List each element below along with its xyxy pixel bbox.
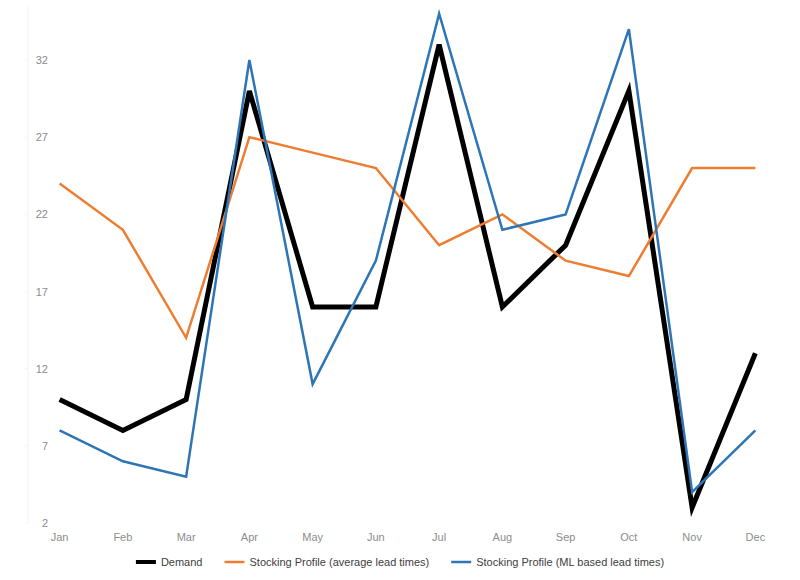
x-tick-label: Sep <box>556 531 576 543</box>
legend-item: Stocking Profile (ML based lead times) <box>451 556 664 568</box>
y-tick <box>25 137 28 138</box>
y-tick <box>25 523 28 524</box>
legend-swatch <box>225 561 245 564</box>
x-tick-label: Apr <box>241 531 258 543</box>
x-tick-label: Aug <box>493 531 513 543</box>
legend: Demand Stocking Profile (average lead tim… <box>136 556 664 568</box>
legend-swatch <box>136 560 156 564</box>
background <box>0 0 800 580</box>
y-tick-label: 27 <box>36 131 48 143</box>
y-tick-label: 22 <box>36 208 48 220</box>
series-line <box>60 45 756 508</box>
series-line <box>60 137 756 338</box>
x-tick-label: Mar <box>177 531 196 543</box>
y-tick <box>25 291 28 292</box>
x-tick-label: Jul <box>432 531 446 543</box>
series-line <box>60 14 756 492</box>
x-tick-label: Jan <box>51 531 69 543</box>
x-tick-label: Oct <box>620 531 637 543</box>
y-tick-label: 7 <box>42 440 48 452</box>
x-tick-label: Dec <box>746 531 766 543</box>
legend-label: Stocking Profile (ML based lead times) <box>476 556 664 568</box>
y-tick-label: 17 <box>36 286 48 298</box>
y-tick-label: 32 <box>36 54 48 66</box>
y-tick <box>25 368 28 369</box>
legend-label: Demand <box>161 556 203 568</box>
chart: 271217222732JanFebMarAprMayJunJulAugSepO… <box>0 0 800 580</box>
x-tick-label: May <box>302 531 323 543</box>
legend-label: Stocking Profile (average lead times) <box>250 556 430 568</box>
x-tick-label: Jun <box>367 531 385 543</box>
y-tick-label: 12 <box>36 363 48 375</box>
y-tick <box>25 445 28 446</box>
legend-swatch <box>451 561 471 564</box>
y-tick <box>25 214 28 215</box>
x-tick-label: Feb <box>113 531 132 543</box>
y-tick <box>25 60 28 61</box>
y-tick-label: 2 <box>42 517 48 529</box>
x-tick-label: Nov <box>682 531 702 543</box>
legend-item: Demand <box>136 556 203 568</box>
legend-item: Stocking Profile (average lead times) <box>225 556 430 568</box>
plot-area <box>60 14 756 508</box>
